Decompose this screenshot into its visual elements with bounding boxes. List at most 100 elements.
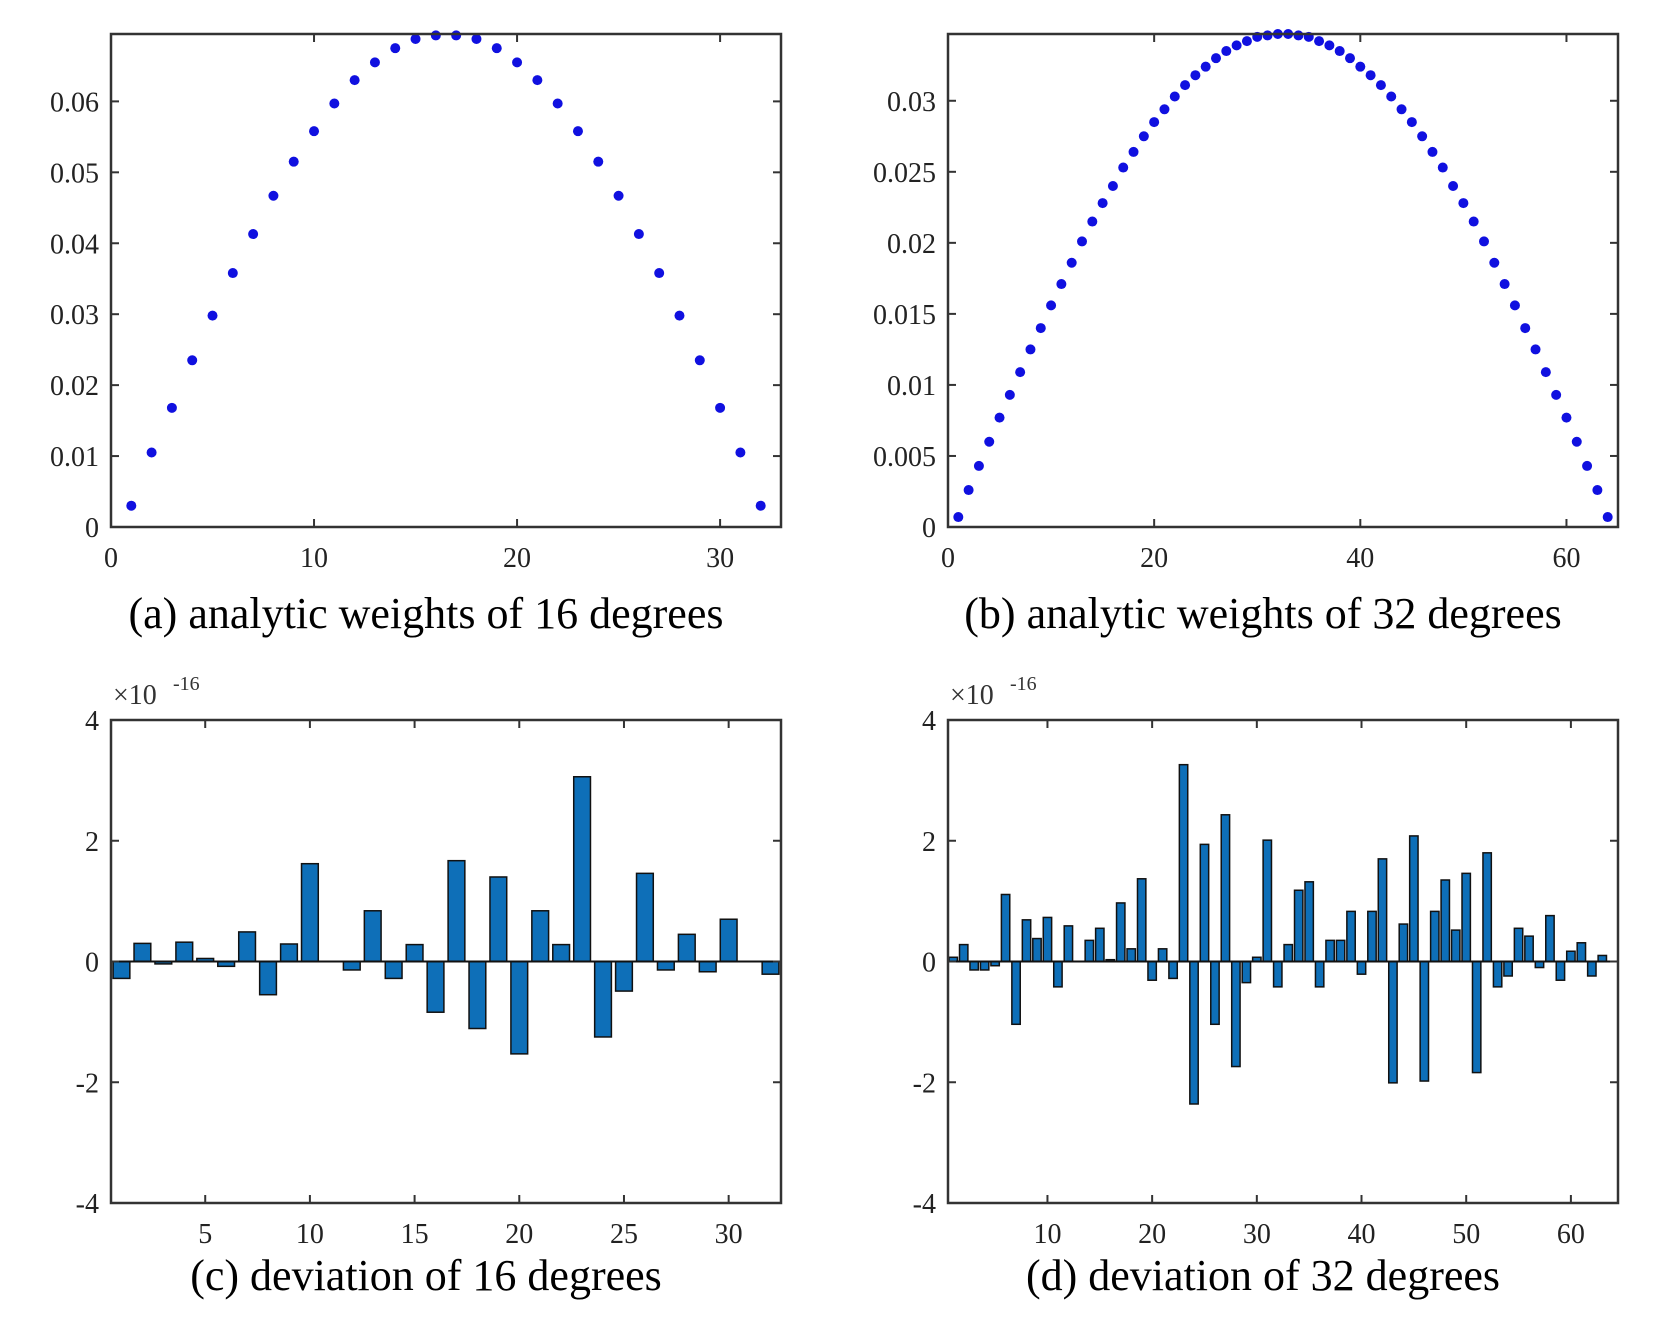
y-tick-label: 0	[85, 513, 99, 544]
y-tick-label: -4	[76, 1189, 99, 1220]
panel-caption: (d) deviation of 32 degrees	[1026, 1251, 1500, 1300]
data-point	[1066, 257, 1077, 268]
data-point	[1324, 40, 1335, 51]
data-point	[1396, 104, 1407, 115]
bar	[1335, 939, 1346, 963]
data-point	[1128, 146, 1139, 157]
bar	[1157, 948, 1168, 963]
x-tick-label: 0	[941, 543, 955, 574]
bar	[1293, 889, 1304, 963]
data-point	[410, 33, 421, 44]
bar	[1230, 960, 1241, 1068]
y-tick-label: 0.005	[873, 442, 936, 473]
x-tick-label: 15	[401, 1219, 429, 1250]
data-point	[633, 229, 644, 240]
data-point	[1448, 181, 1459, 192]
bar	[1565, 950, 1576, 963]
bar	[1325, 939, 1336, 963]
data-point	[1046, 300, 1057, 311]
data-point	[451, 30, 462, 41]
bar	[1450, 929, 1461, 963]
data-point	[1334, 46, 1345, 57]
data-point	[1437, 162, 1448, 173]
x-tick-label: 60	[1557, 1219, 1585, 1250]
bar	[1011, 960, 1021, 1026]
y-tick-label: 0.06	[50, 87, 99, 118]
data-point	[1592, 485, 1603, 496]
bar	[969, 960, 980, 971]
data-point	[248, 229, 259, 240]
bar	[175, 941, 194, 963]
y-tick-label: 2	[85, 827, 99, 858]
bar	[1262, 839, 1273, 963]
exponent-power: -16	[1010, 673, 1037, 695]
data-point	[1499, 279, 1510, 290]
data-point	[984, 436, 995, 447]
bar	[279, 943, 299, 963]
plot-frame	[109, 32, 783, 529]
data-point	[1293, 30, 1304, 41]
bar	[677, 933, 696, 963]
bar	[447, 859, 466, 963]
bar	[468, 960, 487, 1030]
bar	[1189, 960, 1199, 1105]
panel-d-deviation-32: 10 20 30 40 50 60 -4 -2 0 2 4 ×10 -16 (d) deviation o…	[913, 673, 1620, 1300]
x-tick-label: 40	[1348, 1219, 1376, 1250]
panel-a-weights-16: 0 10 20 30 0 0.01 0.02 0.03 0.04 0.05 0.06 (a) anal…	[50, 30, 783, 638]
bar	[1032, 937, 1042, 963]
bar	[510, 960, 529, 1055]
data-point	[207, 310, 218, 321]
y-tick-label: 0	[922, 513, 936, 544]
x-tick-label: 10	[300, 543, 328, 574]
bar	[1241, 960, 1252, 984]
data-point	[1138, 131, 1149, 142]
bar	[1524, 935, 1534, 963]
data-point	[227, 268, 238, 279]
data-point	[349, 75, 360, 86]
data-point	[1530, 344, 1541, 355]
bar	[979, 960, 990, 971]
data-point	[1355, 61, 1366, 72]
bar	[1052, 960, 1063, 988]
bar	[489, 876, 508, 963]
data-point	[953, 512, 964, 523]
bar	[1398, 923, 1409, 963]
data-point	[735, 447, 746, 458]
bar	[1555, 960, 1566, 981]
data-point	[288, 156, 299, 167]
y-tick-label: 0.03	[887, 87, 936, 118]
x-tick-label: 30	[706, 543, 734, 574]
data-point	[674, 310, 685, 321]
y-tick-label: 0.03	[50, 300, 99, 331]
exponent-label: ×10	[113, 680, 157, 711]
data-point	[126, 500, 137, 511]
data-point	[1551, 389, 1562, 400]
y-tick-label: 0.02	[887, 229, 936, 260]
data-point	[1107, 181, 1118, 192]
y-tick-label: 0.01	[887, 371, 936, 402]
bar	[1210, 960, 1220, 1026]
data-point	[1221, 46, 1232, 57]
data-point	[1468, 216, 1479, 227]
y-tick-label: -4	[913, 1189, 936, 1220]
bar	[1136, 878, 1147, 963]
x-tick-label: 40	[1346, 543, 1374, 574]
bar	[300, 862, 320, 963]
data-point	[1458, 198, 1469, 209]
data-point	[1479, 236, 1489, 247]
x-tick-label: 20	[1138, 1219, 1166, 1250]
data-point	[146, 447, 157, 458]
bar	[405, 943, 424, 963]
bar	[1115, 902, 1126, 963]
data-point	[1345, 53, 1355, 64]
bar	[1168, 960, 1179, 980]
data-point	[1180, 80, 1191, 91]
data-point	[430, 30, 441, 41]
x-tick-label: 20	[503, 543, 531, 574]
data-point	[1314, 36, 1325, 47]
data-point	[1097, 198, 1108, 209]
bar	[614, 960, 634, 992]
data-point	[1211, 53, 1221, 64]
bar	[1471, 960, 1482, 1074]
y-tick-label: 0	[922, 948, 936, 979]
